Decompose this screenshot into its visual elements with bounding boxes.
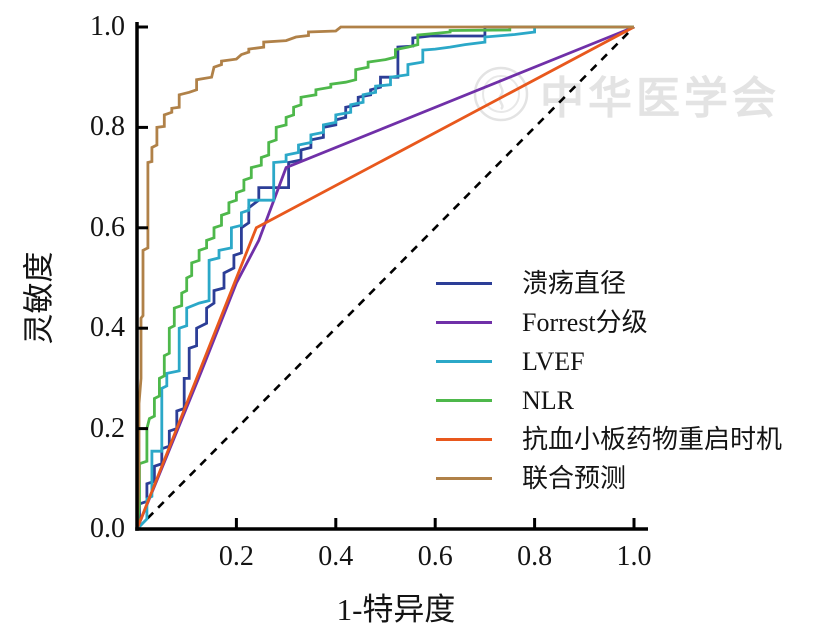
y-tick-label: 0.8 [90, 111, 125, 143]
y-tick-label: 0.0 [90, 513, 125, 544]
legend-label: NLR [522, 385, 574, 415]
y-tick-label: 0.2 [90, 412, 125, 444]
legend-item-ulcer-diameter: 溃疡直径 [436, 264, 782, 303]
x-tick-label: 0.6 [417, 541, 453, 572]
roc-curve-antiplatelet-restart-timing [135, 25, 635, 530]
legend-swatch-forrest-grade [436, 321, 492, 324]
y-axis-label: 灵敏度 [21, 251, 57, 345]
y-tick-label: 0.4 [90, 312, 125, 344]
legend-label: 联合预测 [522, 463, 627, 493]
legend-item-forrest-grade: Forrest分级 [436, 303, 782, 342]
chart-legend: 溃疡直径 Forrest分级 LVEF NLR 抗血小板药物重启时机 联合预测 [436, 264, 782, 498]
x-tick-label: 0.4 [318, 541, 354, 572]
roc-curve-nlr [135, 25, 634, 530]
legend-swatch-ulcer-diameter [436, 282, 492, 285]
legend-label: Forrest分级 [522, 307, 648, 337]
x-tick-label: 0.8 [517, 541, 553, 572]
legend-label: 溃疡直径 [522, 268, 627, 298]
y-tick-label: 0.6 [90, 211, 125, 243]
legend-swatch-combined-prediction [436, 477, 492, 480]
legend-label: 抗血小板药物重启时机 [522, 424, 783, 454]
legend-item-antiplatelet-restart-timing: 抗血小板药物重启时机 [436, 420, 782, 459]
legend-item-combined-prediction: 联合预测 [436, 459, 782, 498]
legend-swatch-nlr [436, 399, 492, 402]
roc-curve-lvef [136, 25, 634, 530]
roc-curve-ulcer-diameter [135, 25, 634, 530]
legend-item-nlr: NLR [436, 381, 782, 420]
chance-diagonal-line [136, 26, 635, 530]
x-tick-label: 0.2 [218, 541, 254, 572]
y-tick-label: 1.0 [90, 11, 125, 42]
legend-label: LVEF [522, 346, 585, 376]
legend-swatch-antiplatelet-restart-timing [436, 438, 492, 441]
x-axis-label: 1-特异度 [336, 592, 456, 627]
roc-curve-combined-prediction [135, 25, 634, 530]
legend-swatch-lvef [436, 360, 492, 363]
roc-curve-forrest-grade [135, 25, 635, 530]
legend-item-lvef: LVEF [436, 342, 782, 381]
x-tick-label: 1.0 [616, 541, 652, 572]
